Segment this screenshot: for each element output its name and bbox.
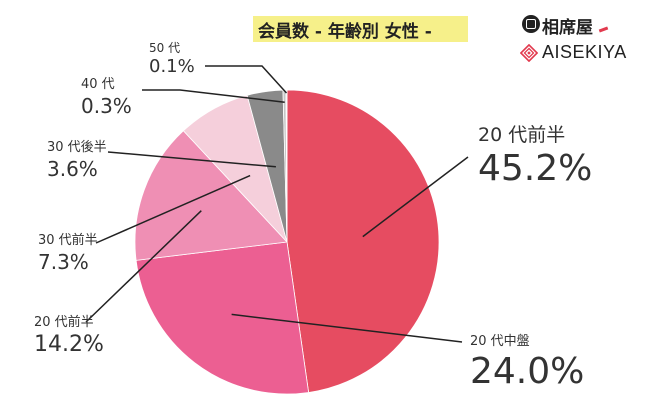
chart-title: 会員数 - 年齢別 女性 - xyxy=(258,22,432,42)
brand-logo: 相席屋 AISEKIYA xyxy=(520,12,638,68)
brand-seal-icon xyxy=(522,15,540,33)
slice-value-4: 3.6% xyxy=(47,157,98,181)
slice-value-6: 0.1% xyxy=(149,56,195,77)
pie-slice-2 xyxy=(134,130,288,261)
slice-label-2: 20 代前半 14.2% xyxy=(34,316,104,356)
leader-line-5 xyxy=(142,89,285,103)
leader-line-0 xyxy=(362,156,469,238)
pie-slice-6 xyxy=(285,89,288,243)
slice-label-3: 30 代前半 7.3% xyxy=(38,234,98,272)
slice-label-5: 40 代 0.3% xyxy=(81,78,132,116)
slice-name-4: 30 代後半 xyxy=(47,140,107,155)
slice-name-0: 20 代前半 xyxy=(478,124,566,146)
slice-label-4: 30 代後半 3.6% xyxy=(47,141,107,179)
slice-name-1: 20 代中盤 xyxy=(470,334,530,349)
slice-value-2: 14.2% xyxy=(34,332,104,357)
slice-label-6: 50 代 0.1% xyxy=(149,42,195,76)
leader-line-1 xyxy=(231,313,463,343)
slice-label-0: 20 代前半 45.2% xyxy=(478,126,592,187)
pie-slice-1 xyxy=(135,241,310,395)
diamond-logo-icon xyxy=(520,44,538,62)
title-highlight xyxy=(253,16,468,42)
slice-value-1: 24.0% xyxy=(470,351,585,392)
slice-name-3: 30 代前半 xyxy=(38,233,98,248)
brand-accent-mark xyxy=(598,26,609,33)
brand-name-jp: 相席屋 xyxy=(542,18,593,38)
leader-line-6 xyxy=(205,65,288,94)
brand-name-en: AISEKIYA xyxy=(542,42,627,62)
slice-value-5: 0.3% xyxy=(81,94,132,118)
slice-label-1: 20 代中盤 24.0% xyxy=(470,335,584,390)
slice-name-6: 50 代 xyxy=(149,41,181,55)
leader-line-3 xyxy=(95,174,251,244)
leader-line-4 xyxy=(107,151,276,168)
slice-value-3: 7.3% xyxy=(38,250,89,274)
leader-line-2 xyxy=(85,210,202,323)
pie-slice-0 xyxy=(286,89,440,393)
slice-value-0: 45.2% xyxy=(478,148,593,189)
slice-name-2: 20 代前半 xyxy=(34,315,94,330)
slice-name-5: 40 代 xyxy=(81,77,115,92)
